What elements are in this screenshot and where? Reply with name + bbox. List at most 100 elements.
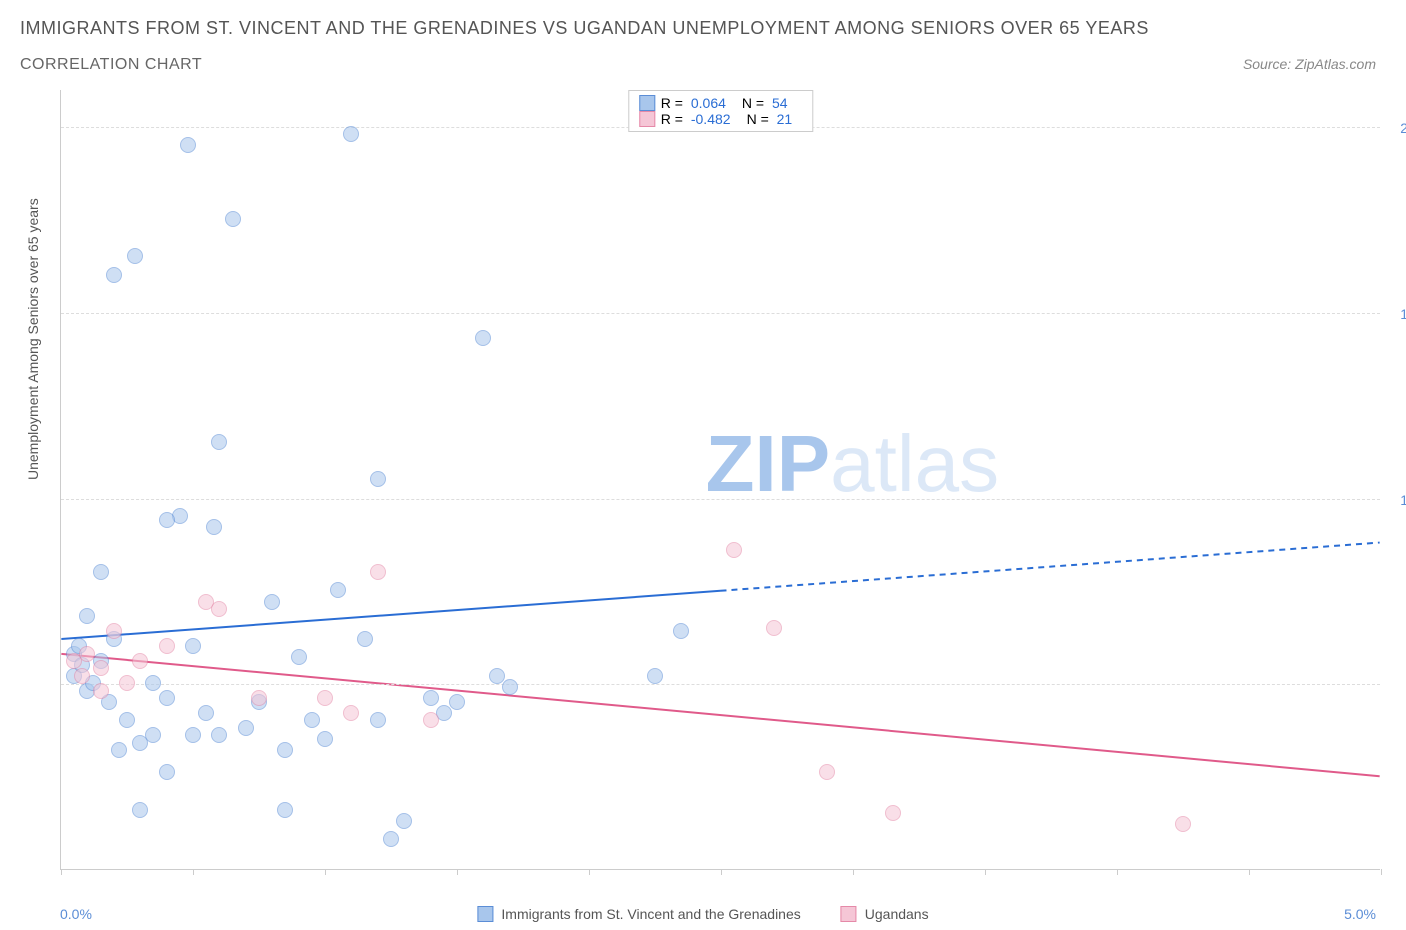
legend-row: R = -0.482 N = 21 bbox=[639, 111, 802, 127]
data-point bbox=[238, 720, 254, 736]
n-value: 21 bbox=[777, 111, 793, 127]
data-point bbox=[106, 267, 122, 283]
x-tick bbox=[853, 869, 854, 875]
data-point bbox=[1175, 816, 1191, 832]
data-point bbox=[185, 638, 201, 654]
data-point bbox=[185, 727, 201, 743]
data-point bbox=[423, 690, 439, 706]
y-tick-label: 15.0% bbox=[1390, 306, 1406, 322]
y-axis-label: Unemployment Among Seniors over 65 years bbox=[25, 198, 41, 480]
data-point bbox=[145, 727, 161, 743]
trend-line bbox=[61, 654, 1379, 776]
data-point bbox=[396, 813, 412, 829]
x-tick bbox=[193, 869, 194, 875]
data-point bbox=[277, 742, 293, 758]
data-point bbox=[304, 712, 320, 728]
data-point bbox=[111, 742, 127, 758]
data-point bbox=[79, 646, 95, 662]
data-point bbox=[225, 211, 241, 227]
data-point bbox=[383, 831, 399, 847]
data-point bbox=[370, 471, 386, 487]
legend-row: R = 0.064 N = 54 bbox=[639, 95, 802, 111]
y-tick-label: 5.0% bbox=[1390, 677, 1406, 693]
legend-item: Immigrants from St. Vincent and the Gren… bbox=[477, 906, 800, 922]
legend-swatch-icon bbox=[841, 906, 857, 922]
scatter-chart: ZIPatlas R = 0.064 N = 54 R = -0.482 N =… bbox=[60, 90, 1380, 870]
x-tick bbox=[325, 869, 326, 875]
data-point bbox=[343, 126, 359, 142]
data-point bbox=[206, 519, 222, 535]
data-point bbox=[423, 712, 439, 728]
x-tick bbox=[985, 869, 986, 875]
correlation-legend: R = 0.064 N = 54 R = -0.482 N = 21 bbox=[628, 90, 813, 132]
legend-swatch-icon bbox=[477, 906, 493, 922]
data-point bbox=[291, 649, 307, 665]
data-point bbox=[343, 705, 359, 721]
data-point bbox=[159, 690, 175, 706]
x-tick bbox=[457, 869, 458, 875]
data-point bbox=[370, 712, 386, 728]
legend-label: Immigrants from St. Vincent and the Gren… bbox=[501, 906, 800, 922]
data-point bbox=[106, 623, 122, 639]
data-point bbox=[132, 802, 148, 818]
source-label: Source: ZipAtlas.com bbox=[1243, 56, 1376, 72]
data-point bbox=[79, 608, 95, 624]
x-tick bbox=[61, 869, 62, 875]
watermark: ZIPatlas bbox=[706, 418, 999, 510]
chart-title: IMMIGRANTS FROM ST. VINCENT AND THE GREN… bbox=[20, 18, 1149, 39]
trend-line bbox=[61, 591, 720, 639]
r-value: 0.064 bbox=[691, 95, 726, 111]
data-point bbox=[330, 582, 346, 598]
data-point bbox=[647, 668, 663, 684]
legend-item: Ugandans bbox=[841, 906, 929, 922]
data-point bbox=[211, 434, 227, 450]
series-legend: Immigrants from St. Vincent and the Gren… bbox=[477, 906, 928, 922]
gridline: 15.0% bbox=[61, 313, 1380, 314]
data-point bbox=[475, 330, 491, 346]
data-point bbox=[766, 620, 782, 636]
data-point bbox=[119, 712, 135, 728]
data-point bbox=[93, 683, 109, 699]
data-point bbox=[119, 675, 135, 691]
data-point bbox=[819, 764, 835, 780]
y-tick-label: 10.0% bbox=[1390, 492, 1406, 508]
data-point bbox=[93, 564, 109, 580]
data-point bbox=[127, 248, 143, 264]
x-tick-label: 0.0% bbox=[60, 906, 92, 922]
data-point bbox=[198, 705, 214, 721]
data-point bbox=[180, 137, 196, 153]
data-point bbox=[502, 679, 518, 695]
x-tick bbox=[589, 869, 590, 875]
data-point bbox=[74, 668, 90, 684]
data-point bbox=[317, 731, 333, 747]
x-tick bbox=[1249, 869, 1250, 875]
trend-lines bbox=[61, 90, 1380, 869]
data-point bbox=[357, 631, 373, 647]
legend-swatch-icon bbox=[639, 111, 655, 127]
data-point bbox=[145, 675, 161, 691]
x-tick-label: 5.0% bbox=[1344, 906, 1376, 922]
data-point bbox=[159, 764, 175, 780]
legend-label: Ugandans bbox=[865, 906, 929, 922]
trend-line bbox=[721, 543, 1380, 591]
data-point bbox=[370, 564, 386, 580]
n-value: 54 bbox=[772, 95, 788, 111]
data-point bbox=[159, 512, 175, 528]
x-tick bbox=[1117, 869, 1118, 875]
legend-swatch-icon bbox=[639, 95, 655, 111]
x-tick bbox=[1381, 869, 1382, 875]
data-point bbox=[489, 668, 505, 684]
data-point bbox=[251, 690, 267, 706]
gridline: 5.0% bbox=[61, 684, 1380, 685]
r-value: -0.482 bbox=[691, 111, 731, 127]
data-point bbox=[211, 727, 227, 743]
chart-subtitle: CORRELATION CHART bbox=[20, 56, 202, 74]
x-tick bbox=[721, 869, 722, 875]
data-point bbox=[132, 653, 148, 669]
gridline: 10.0% bbox=[61, 499, 1380, 500]
data-point bbox=[264, 594, 280, 610]
data-point bbox=[277, 802, 293, 818]
y-tick-label: 20.0% bbox=[1390, 120, 1406, 136]
data-point bbox=[885, 805, 901, 821]
data-point bbox=[159, 638, 175, 654]
